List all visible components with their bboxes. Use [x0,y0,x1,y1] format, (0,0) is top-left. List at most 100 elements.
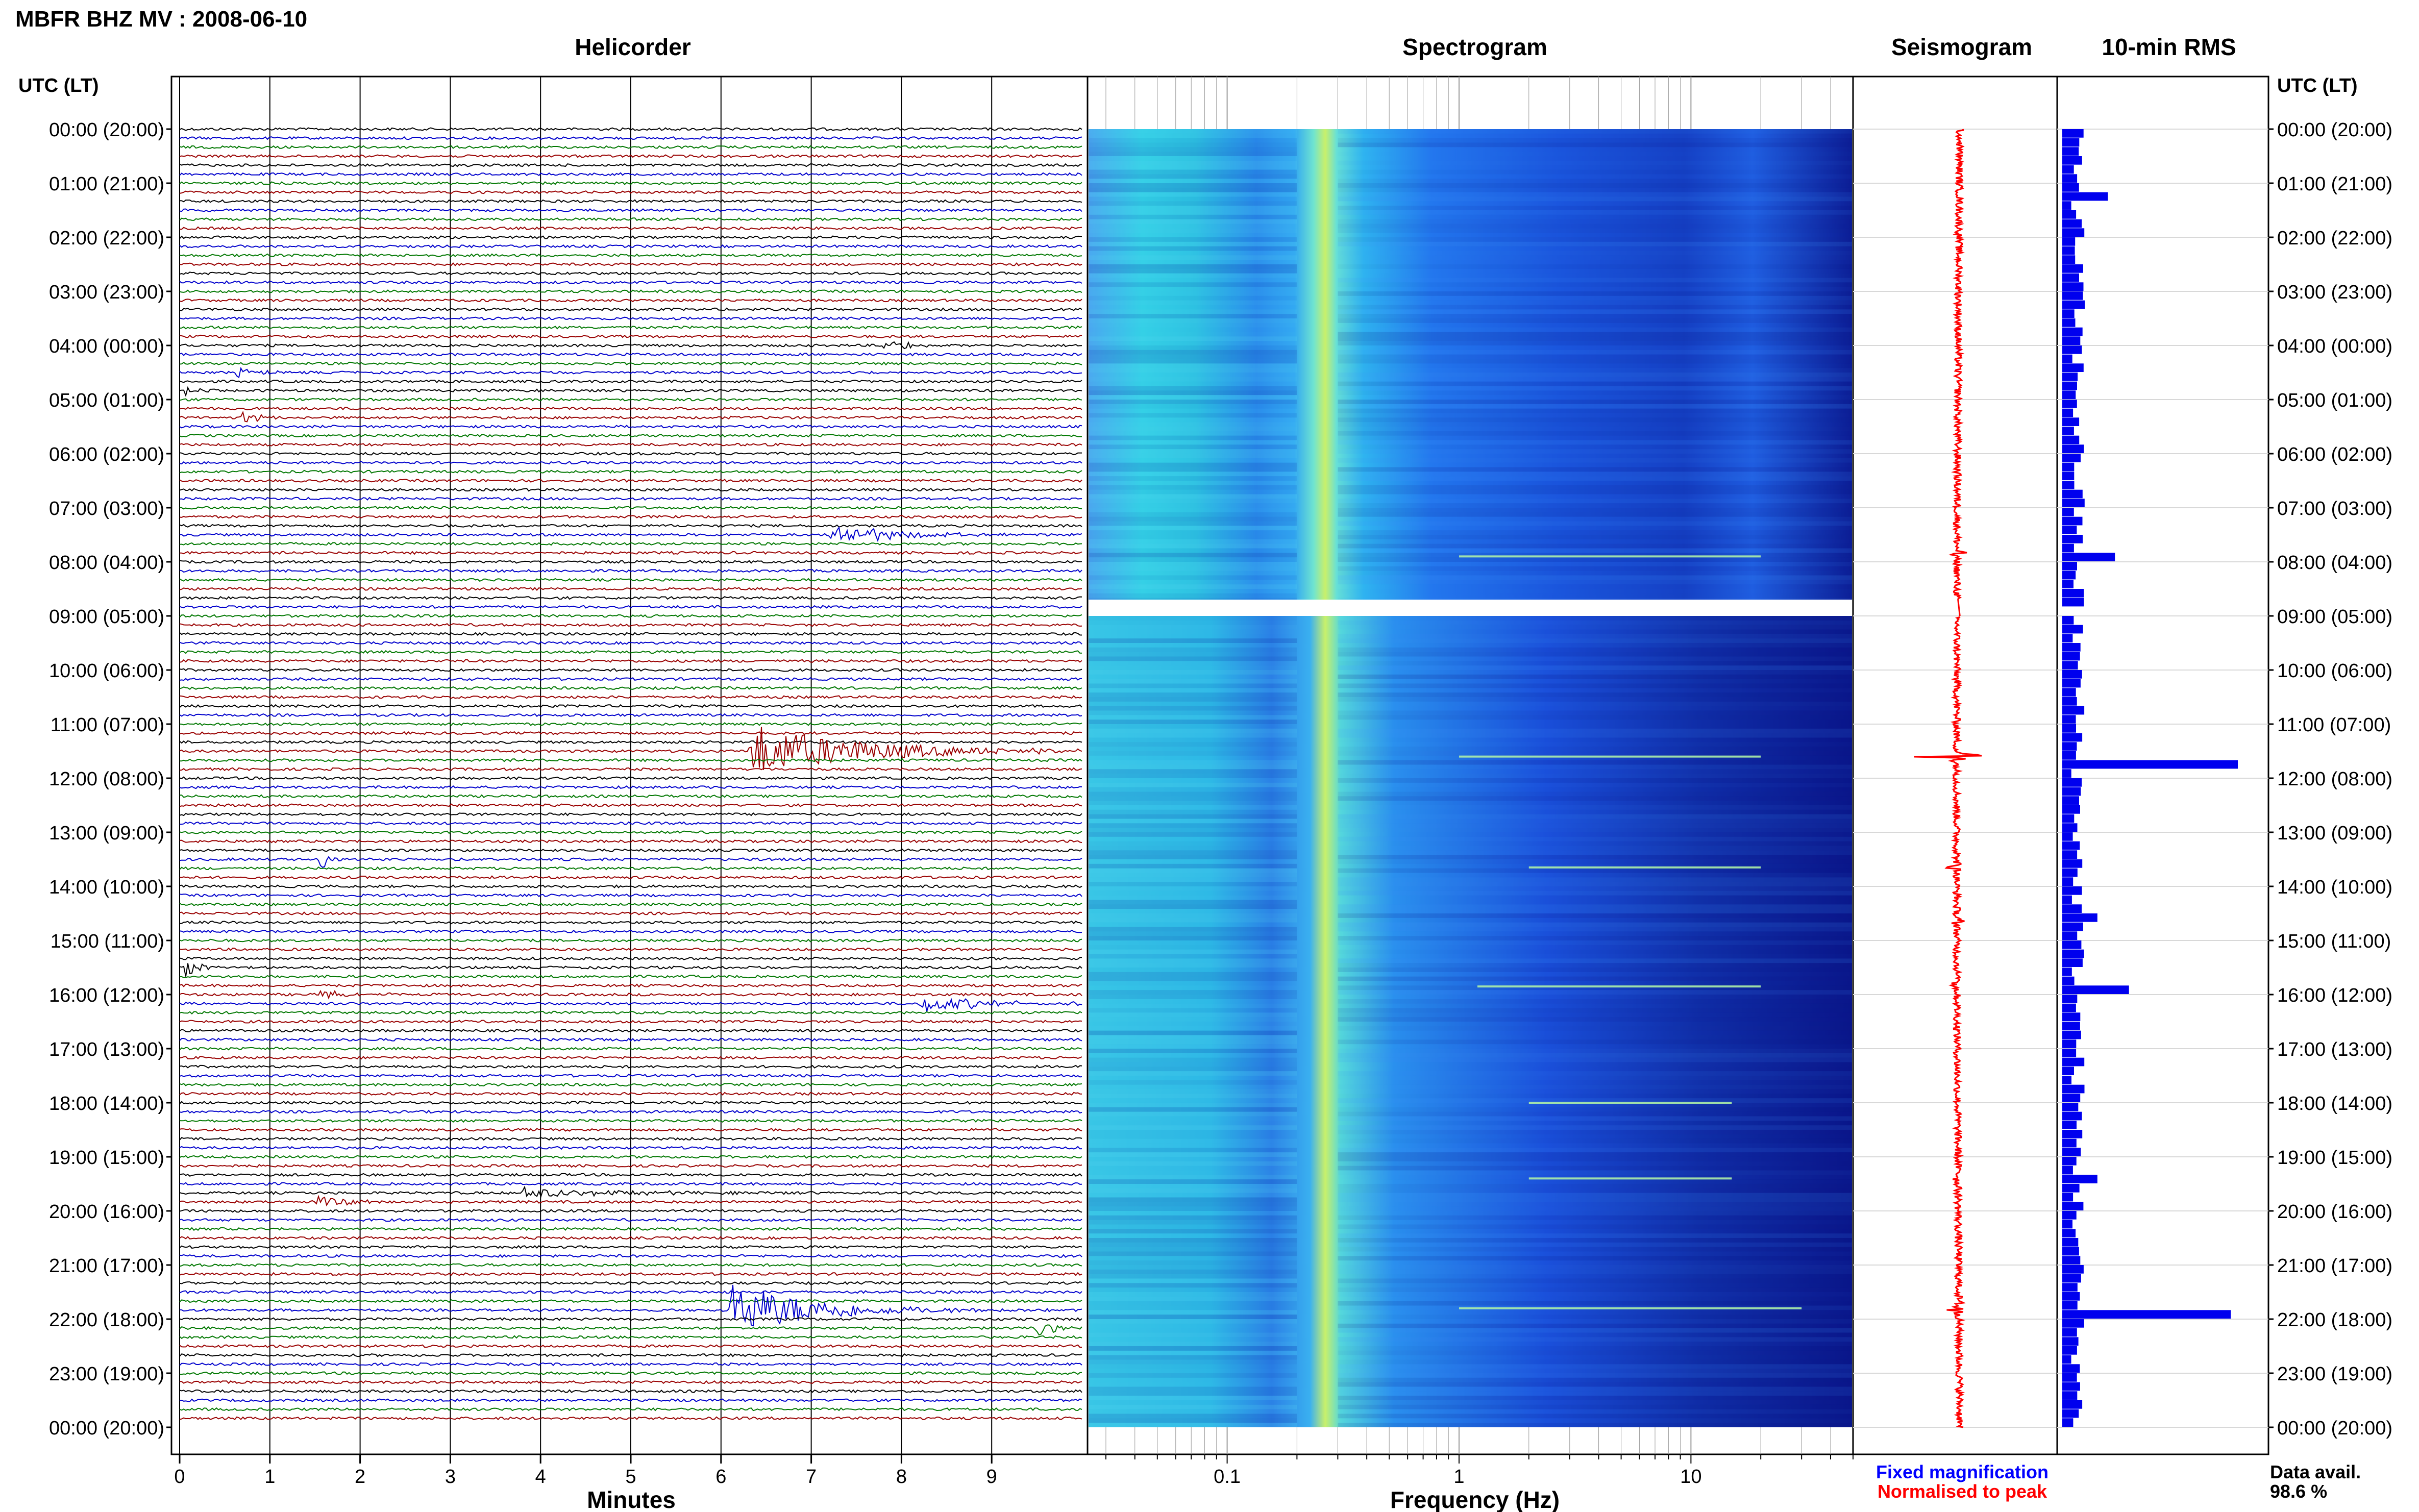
helicorder-trace-row [179,514,1082,519]
rms-bar [2062,1301,2078,1310]
spectrogram-row-texture [1338,1103,1852,1107]
helicorder-trace-row [179,1272,1082,1276]
helicorder-trace-row [179,856,1082,868]
spectrogram-row-texture [1338,701,1852,706]
spectrogram-row-texture [1089,549,1297,553]
spectrogram-row-texture [1338,1418,1852,1423]
rms-bar [2062,634,2073,642]
helicorder-trace-row [179,963,1082,977]
rms-bar [2062,1049,2077,1057]
spectrogram-row-texture [1089,706,1297,711]
rms-bar [2062,1103,2079,1111]
helicorder-trace-row [179,551,1082,555]
spectrogram-row-texture [1089,846,1297,851]
spectrogram-row-texture [1089,923,1297,927]
helicorder-trace-row [179,785,1082,789]
spectrogram-row-texture [1338,1202,1852,1207]
time-tick-right: 07:00 (03:00) [2277,498,2392,519]
spectrogram-row-texture [1089,688,1297,693]
spectrogram-row-texture [1089,1373,1297,1378]
spectrogram-row-texture [1338,282,1852,287]
spectrogram-row-texture [1089,309,1297,314]
spectrogram-row-texture [1089,855,1297,859]
spectrogram-row-texture [1089,1107,1297,1112]
time-tick-left: 20:00 (16:00) [49,1201,164,1223]
helicorder-trace-row [179,341,1082,350]
spectrogram-row-texture [1089,305,1297,310]
spectrogram-row-texture [1089,363,1297,368]
helicorder-trace-row [179,1074,1082,1078]
rms-bar [2062,228,2085,237]
spectrogram-row-texture [1338,1076,1852,1080]
spectrogram-row-texture [1338,697,1852,702]
spectrogram-title: Spectrogram [1402,34,1547,60]
spectrogram-row-texture [1338,1391,1852,1396]
helicorder-trace-row [179,776,1082,780]
helicorder-x-tick-label: 5 [625,1466,636,1488]
spectrogram-row-texture [1338,643,1852,648]
helicorder-trace-row [179,1281,1082,1285]
spectrogram-row-texture [1338,1224,1852,1229]
rms-bar [2062,724,2076,733]
spectrogram-row-texture [1089,683,1297,688]
spectrogram-row-texture [1338,1094,1852,1098]
rms-bar [2062,1355,2071,1364]
spectrogram-row-texture [1089,616,1297,621]
spectrogram-row-texture [1338,1323,1852,1328]
legend-fixed-magnification: Fixed magnification [1876,1461,2048,1482]
spectrogram-row-texture [1338,237,1852,242]
spectrogram-row-texture [1089,1306,1297,1310]
spectrogram-row-texture [1089,1098,1297,1103]
spectrogram-row-texture [1338,720,1852,724]
helicorder-trace-row [180,758,1082,762]
spectrogram-row-texture [1089,219,1297,224]
spectrogram-row-texture [1089,1166,1297,1171]
time-tick-left: 02:00 (22:00) [49,228,164,249]
spectrogram-row-texture [1089,1369,1297,1373]
time-tick-left: 19:00 (15:00) [49,1147,164,1169]
helicorder-trace-row [179,1236,1082,1240]
rms-bar [2062,1409,2079,1418]
helicorder-trace-row [179,731,1082,735]
spectrogram-row-texture [1338,390,1852,395]
helicorder-trace-row [179,1127,1082,1132]
helicorder-trace-row [179,1146,1082,1150]
rms-bar [2062,895,2072,904]
rms-bar [2062,877,2074,886]
spectrogram-row-texture [1089,1418,1297,1423]
spectrogram-row-texture [1338,1373,1852,1378]
helicorder-trace-row [179,929,1082,934]
spectrogram-row-texture [1338,1206,1852,1211]
helicorder-traces [179,127,1082,1421]
helicorder-trace-row [179,1284,1082,1327]
spectrogram-row-texture [1089,169,1297,175]
data-availability-label: Data avail. [2270,1461,2361,1482]
rms-bar [2062,408,2074,417]
helicorder-trace-row [179,1416,1082,1421]
spectrogram-row-texture [1338,201,1852,206]
rms-bar [2062,1247,2079,1256]
helicorder-title: Helicorder [575,34,691,60]
spectrogram-row-texture [1089,287,1297,291]
spectrogram-row-texture [1089,1197,1297,1202]
helicorder-trace-row [179,217,1082,221]
spectrogram-row-texture [1089,368,1297,373]
spectrogram-row-texture [1338,404,1852,409]
spectrogram-row-texture [1089,1378,1297,1382]
spectrogram-row-texture [1338,751,1852,756]
spectrogram-row-texture [1089,850,1297,855]
rms-bar [2062,444,2084,453]
rms-bar [2062,1202,2084,1210]
spectrogram-row-texture [1089,1130,1297,1134]
spectrogram-row-texture [1338,738,1852,742]
spectrogram-row-texture [1338,1265,1852,1270]
spectrogram-row-texture [1338,706,1852,711]
helicorder-trace-row [179,361,1082,366]
rms-bar [2062,129,2084,138]
rms-bar [2062,1310,2231,1319]
spectrogram-row-texture [1089,481,1297,485]
spectrogram-row-texture [1338,1247,1852,1252]
rms-bar [2062,1391,2078,1400]
spectrogram-row-texture [1089,435,1297,440]
seismogram-grid [1853,129,2057,1428]
